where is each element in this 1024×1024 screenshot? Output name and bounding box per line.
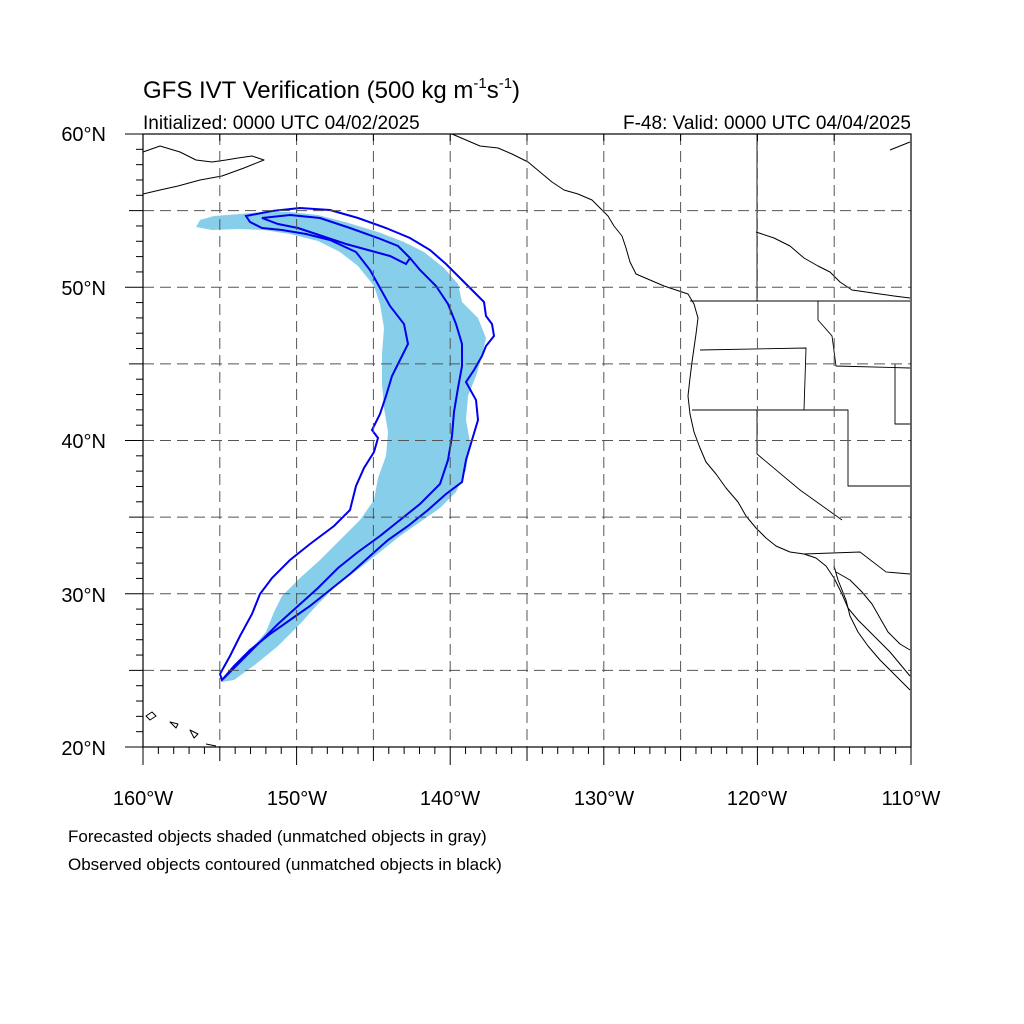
state-borders xyxy=(690,134,911,575)
figure-title: GFS IVT Verification (500 kg m-1s-1) xyxy=(143,75,520,104)
lat-label-30: 30°N xyxy=(61,585,106,607)
longitude-labels: 160°W 150°W 140°W 130°W 120°W 110°W xyxy=(113,788,941,810)
canada-coastline xyxy=(755,231,911,299)
observed-ivt-contour-spine xyxy=(221,257,463,681)
latitude-labels: 60°N 50°N 40°N 30°N 20°N xyxy=(61,124,106,760)
lat-label-60: 60°N xyxy=(61,124,106,146)
hudson-coastline xyxy=(889,141,911,151)
alaska-coastline xyxy=(142,145,265,195)
baja-coastline xyxy=(833,565,911,691)
lon-label-150w: 150°W xyxy=(267,788,327,810)
observed-ivt-contour-inner xyxy=(261,213,412,266)
gulf-of-alaska-coastline xyxy=(451,133,911,677)
forecast-ivt-object xyxy=(196,212,486,682)
lat-label-40: 40°N xyxy=(61,431,106,453)
lon-label-160w: 160°W xyxy=(113,788,173,810)
forecast-note: Forecasted objects shaded (unmatched obj… xyxy=(68,827,487,846)
axis-ticks xyxy=(125,133,912,765)
observed-note: Observed objects contoured (unmatched ob… xyxy=(68,855,502,874)
lon-label-110w: 110°W xyxy=(882,788,941,810)
lon-label-140w: 140°W xyxy=(420,788,480,810)
initialized-label: Initialized: 0000 UTC 04/02/2025 xyxy=(143,113,420,134)
lat-label-50: 50°N xyxy=(61,278,106,300)
lon-label-120w: 120°W xyxy=(727,788,787,810)
gulf-of-california-coastline xyxy=(835,571,911,651)
lat-label-20: 20°N xyxy=(61,738,106,760)
lon-label-130w: 130°W xyxy=(574,788,634,810)
hawaii-islands xyxy=(145,711,217,747)
coastlines xyxy=(142,133,911,747)
graticule xyxy=(143,134,911,747)
valid-time-label: F-48: Valid: 0000 UTC 04/04/2025 xyxy=(623,113,911,134)
